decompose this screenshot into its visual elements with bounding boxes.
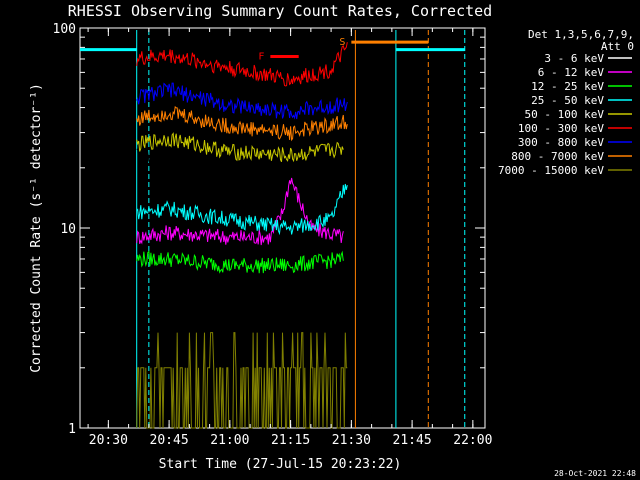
y-tick-label-2: 100 <box>53 22 76 37</box>
x-tick-label-5: 21:45 <box>393 433 432 448</box>
series-100-300keV <box>136 42 348 87</box>
legend-label-1: 6 - 12 keV <box>538 66 605 79</box>
x-tick-label-0: 20:30 <box>89 433 128 448</box>
legend-label-7: 800 - 7000 keV <box>511 150 604 163</box>
legend-label-4: 50 - 100 keV <box>525 108 605 121</box>
legend-label-3: 25 - 50 keV <box>531 94 604 107</box>
x-tick-label-1: 20:45 <box>150 433 189 448</box>
series-50-100keV <box>136 132 344 163</box>
legend-label-5: 100 - 300 keV <box>518 122 604 135</box>
legend-header-0: Det 1,3,5,6,7,9, <box>528 28 634 41</box>
plot-timestamp: 28-Oct-2021 22:48 <box>554 469 636 478</box>
x-tick-label-4: 21:30 <box>332 433 371 448</box>
series-3-6keV <box>136 148 344 173</box>
marker-label-S: S <box>339 37 345 48</box>
legend-label-2: 12 - 25 keV <box>531 80 604 93</box>
series-25-50keV <box>136 183 348 236</box>
series-800-7000keV <box>136 105 348 142</box>
x-tick-label-3: 21:15 <box>271 433 310 448</box>
chart-title: RHESSI Observing Summary Count Rates, Co… <box>68 2 492 20</box>
legend-label-8: 7000 - 15000 keV <box>498 164 604 177</box>
y-tick-label-0: 1 <box>68 422 76 437</box>
y-axis-label: Corrected Count Rate (s⁻¹ detector⁻¹) <box>29 83 44 373</box>
legend-header-1: Att 0 <box>601 40 634 53</box>
marker-label-F: F <box>258 52 264 63</box>
series-300-800keV <box>136 82 348 120</box>
series-7000-15000keV <box>136 332 348 429</box>
legend-label-6: 300 - 800 keV <box>518 136 604 149</box>
x-tick-label-6: 22:00 <box>453 433 492 448</box>
x-tick-label-2: 21:00 <box>210 433 249 448</box>
x-axis-label: Start Time (27-Jul-15 20:23:22) <box>159 457 402 472</box>
legend-label-0: 3 - 6 keV <box>544 52 604 65</box>
y-tick-label-1: 10 <box>60 222 76 237</box>
series-12-25keV <box>136 250 344 274</box>
series-6-12keV <box>136 177 344 246</box>
